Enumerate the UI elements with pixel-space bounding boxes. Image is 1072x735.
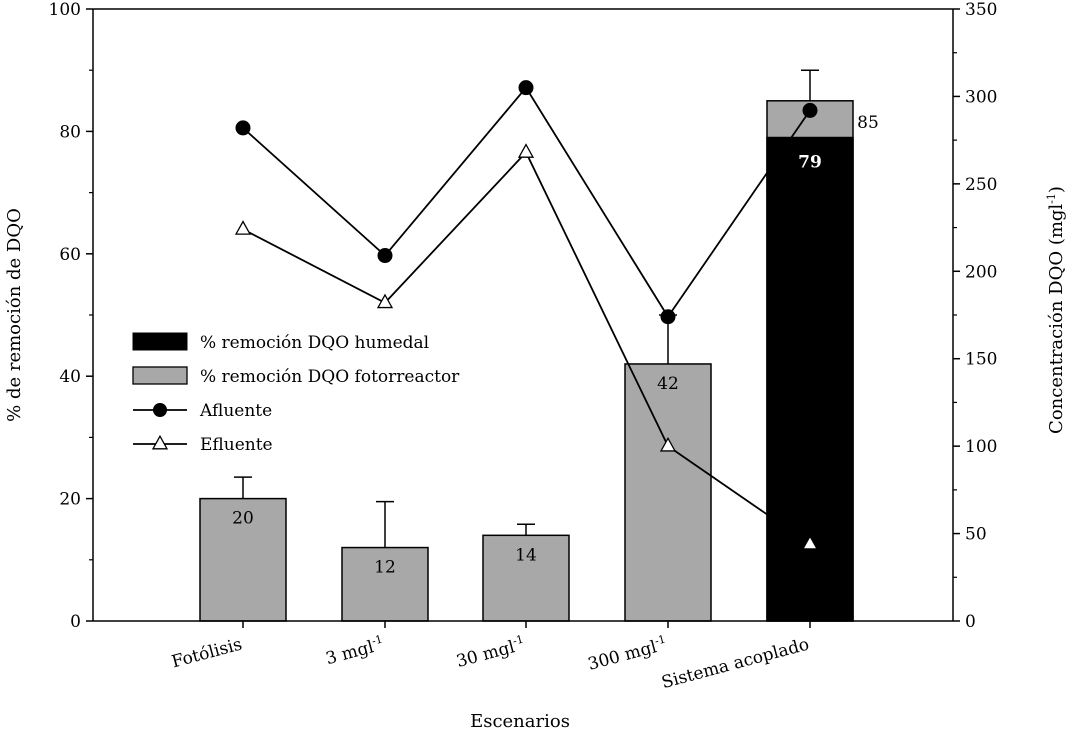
marker-afluente <box>235 120 251 136</box>
legend-label-afluente: Afluente <box>199 401 272 421</box>
x-tick-label-text: 300 mgl <box>586 637 659 675</box>
x-tick-label-text: Sistema acoplado <box>659 635 811 694</box>
bar-fotorreactor <box>199 497 287 622</box>
bar-fotorreactor <box>624 363 712 622</box>
left-tick-label: 40 <box>59 367 81 387</box>
bar-value-label: 42 <box>657 374 679 394</box>
x-tick-label-text: Fotólisis <box>170 635 245 673</box>
marker-efluente <box>517 143 535 158</box>
left-tick-label: 80 <box>59 122 81 142</box>
bar-value-label: 14 <box>515 545 537 565</box>
x-tick-label-sup: -1 <box>370 633 384 648</box>
right-tick-label: 200 <box>965 262 997 282</box>
right-axis-title-close: ) <box>1046 186 1067 193</box>
legend-swatch-fotorreactor <box>132 366 188 385</box>
right-tick-label: 100 <box>965 437 997 457</box>
x-tick-label: Fotólisis <box>170 635 245 673</box>
left-axis-title: % de remoción de DQO <box>4 208 25 422</box>
x-tick-label: 30 mgl-1 <box>454 633 528 672</box>
x-tick-label-sup: -1 <box>653 633 667 648</box>
marker-afluente <box>377 248 393 264</box>
left-tick-label: 60 <box>59 245 81 265</box>
right-axis-title-base: Concentración DQO (mgl <box>1046 204 1067 434</box>
left-tick-label: 100 <box>49 0 81 20</box>
marker-afluente <box>802 102 818 118</box>
bar-fotorreactor <box>341 546 429 622</box>
x-tick-label-sup: -1 <box>511 633 525 648</box>
x-axis-title: Escenarios <box>470 711 570 732</box>
left-tick-label: 20 <box>59 490 81 510</box>
legend-label-humedal: % remoción DQO humedal <box>200 333 429 353</box>
left-tick-label: 0 <box>70 612 81 632</box>
marker-afluente <box>660 309 676 325</box>
marker-efluente <box>234 220 252 235</box>
bar-value-label: 20 <box>232 509 254 529</box>
marker-efluente <box>659 436 677 452</box>
right-tick-label: 0 <box>965 612 976 632</box>
right-tick-label: 50 <box>965 525 987 545</box>
bar-value-label-humedal: 79 <box>798 153 822 173</box>
x-tick-label: Sistema acoplado <box>659 635 811 694</box>
marker-efluente <box>801 534 819 550</box>
x-tick-label-text: 30 mgl <box>454 637 517 672</box>
marker-efluente <box>376 293 394 309</box>
legend: % remoción DQO humedal % remoción DQO fot… <box>132 332 460 455</box>
legend-label-efluente: Efluente <box>200 435 273 455</box>
right-tick-label: 150 <box>965 350 997 370</box>
legend-marker-efluente <box>151 434 169 450</box>
legend-swatch-humedal <box>132 332 188 351</box>
lines-layer <box>234 80 819 550</box>
axes-layer: 0 20 40 60 80 100 0 50 100 150 200 250 300 350 Fotólis… <box>4 0 1067 732</box>
right-tick-label: 350 <box>965 0 997 20</box>
x-tick-label-text: 3 mgl <box>324 637 376 669</box>
marker-afluente <box>518 80 534 96</box>
right-axis-title: Concentración DQO (mgl-1) <box>1045 186 1067 434</box>
bar-value-label: 12 <box>374 558 396 578</box>
right-tick-label: 250 <box>965 175 997 195</box>
x-tick-label: 3 mgl-1 <box>323 633 386 670</box>
bar-value-label: 85 <box>857 113 879 133</box>
line-afluente <box>242 86 811 319</box>
legend-label-fotorreactor: % remoción DQO fotorreactor <box>200 367 460 387</box>
right-tick-label: 300 <box>965 87 997 107</box>
x-tick-label: 300 mgl-1 <box>585 633 669 675</box>
legend-marker-afluente <box>153 403 167 417</box>
right-axis-title-sup: -1 <box>1045 193 1058 204</box>
